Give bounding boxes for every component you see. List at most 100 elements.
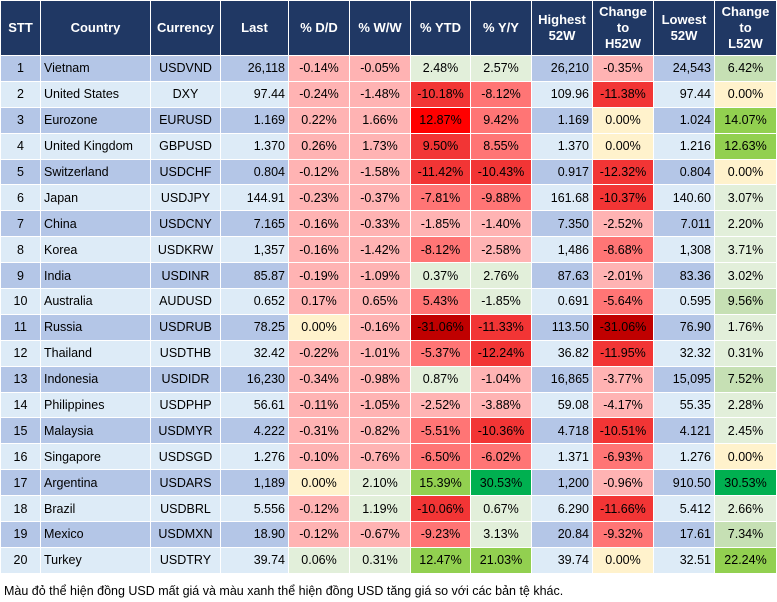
- cell-ytd: -6.50%: [410, 443, 471, 471]
- cell-currency: AUDUSD: [150, 288, 221, 315]
- cell-dd: 0.22%: [288, 106, 350, 134]
- cell-yy: 9.42%: [470, 106, 532, 134]
- cell-currency: EURUSD: [150, 106, 221, 134]
- cell-l52: 1,308: [653, 236, 715, 264]
- cell-last: 56.61: [220, 391, 289, 419]
- cell-dd: -0.16%: [288, 236, 350, 264]
- cell-cl: 6.42%: [714, 55, 777, 82]
- cell-country: Korea: [40, 236, 151, 264]
- cell-stt: 5: [0, 158, 41, 186]
- cell-dd: -0.19%: [288, 262, 350, 290]
- cell-stt: 1: [0, 55, 41, 82]
- cell-ww: -1.42%: [349, 236, 411, 264]
- cell-ch: -10.51%: [592, 417, 654, 445]
- table-row: 10 Australia AUDUSD 0.652 0.17% 0.65% 5.43% -1.…: [0, 288, 777, 315]
- cell-last: 0.652: [220, 288, 289, 315]
- cell-last: 0.804: [220, 158, 289, 186]
- cell-country: Switzerland: [40, 158, 151, 186]
- cell-stt: 3: [0, 106, 41, 134]
- cell-ch: -31.06%: [592, 313, 654, 341]
- cell-country: Malaysia: [40, 417, 151, 445]
- cell-stt: 16: [0, 443, 41, 471]
- cell-ww: 2.10%: [349, 469, 411, 497]
- cell-h52: 59.08: [531, 391, 593, 419]
- cell-stt: 18: [0, 495, 41, 523]
- cell-cl: 0.00%: [714, 443, 777, 471]
- column-header: Change to L52W: [714, 0, 777, 56]
- column-header: % Y/Y: [470, 0, 532, 56]
- cell-l52: 910.50: [653, 469, 715, 497]
- cell-yy: 0.67%: [470, 495, 532, 523]
- cell-last: 144.91: [220, 184, 289, 212]
- cell-h52: 7.350: [531, 210, 593, 238]
- cell-dd: -0.22%: [288, 339, 350, 367]
- cell-cl: 0.00%: [714, 158, 777, 186]
- cell-ww: 1.73%: [349, 132, 411, 160]
- cell-yy: 21.03%: [470, 546, 532, 574]
- cell-ww: -0.33%: [349, 210, 411, 238]
- cell-l52: 32.32: [653, 339, 715, 367]
- cell-dd: -0.12%: [288, 495, 350, 523]
- cell-last: 5.556: [220, 495, 289, 523]
- cell-last: 18.90: [220, 521, 289, 548]
- cell-currency: USDSGD: [150, 443, 221, 471]
- cell-ch: -2.01%: [592, 262, 654, 290]
- cell-ww: -1.09%: [349, 262, 411, 290]
- cell-last: 26,118: [220, 55, 289, 82]
- cell-l52: 1.276: [653, 443, 715, 471]
- cell-h52: 1,486: [531, 236, 593, 264]
- cell-ch: -9.32%: [592, 521, 654, 548]
- cell-yy: 3.13%: [470, 521, 532, 548]
- cell-last: 7.165: [220, 210, 289, 238]
- column-header: STT: [0, 0, 41, 56]
- cell-yy: -6.02%: [470, 443, 532, 471]
- cell-h52: 1.169: [531, 106, 593, 134]
- table-row: 4 United Kingdom GBPUSD 1.370 0.26% 1.73% 9.50…: [0, 132, 777, 160]
- cell-ytd: -2.52%: [410, 391, 471, 419]
- cell-currency: USDKRW: [150, 236, 221, 264]
- cell-dd: 0.06%: [288, 546, 350, 574]
- cell-last: 4.222: [220, 417, 289, 445]
- cell-h52: 87.63: [531, 262, 593, 290]
- table-row: 16 Singapore USDSGD 1.276 -0.10% -0.76% -6.50%…: [0, 443, 777, 471]
- cell-dd: -0.23%: [288, 184, 350, 212]
- cell-stt: 19: [0, 521, 41, 548]
- cell-dd: 0.00%: [288, 469, 350, 497]
- cell-currency: USDRUB: [150, 313, 221, 341]
- cell-country: Australia: [40, 288, 151, 315]
- cell-stt: 11: [0, 313, 41, 341]
- cell-last: 1,357: [220, 236, 289, 264]
- cell-ch: -5.64%: [592, 288, 654, 315]
- table-row: 3 Eurozone EURUSD 1.169 0.22% 1.66% 12.87% 9.42…: [0, 106, 777, 134]
- cell-yy: -12.24%: [470, 339, 532, 367]
- cell-ytd: 0.87%: [410, 365, 471, 393]
- cell-ww: 0.65%: [349, 288, 411, 315]
- cell-h52: 26,210: [531, 55, 593, 82]
- cell-h52: 1,200: [531, 469, 593, 497]
- cell-ytd: -1.85%: [410, 210, 471, 238]
- cell-ytd: 12.47%: [410, 546, 471, 574]
- cell-ch: -10.37%: [592, 184, 654, 212]
- cell-country: Argentina: [40, 469, 151, 497]
- cell-stt: 10: [0, 288, 41, 315]
- cell-currency: USDARS: [150, 469, 221, 497]
- cell-ytd: -31.06%: [410, 313, 471, 341]
- cell-dd: -0.10%: [288, 443, 350, 471]
- cell-ytd: -10.18%: [410, 80, 471, 108]
- table-row: 11 Russia USDRUB 78.25 0.00% -0.16% -31.06% -11…: [0, 313, 777, 341]
- cell-l52: 140.60: [653, 184, 715, 212]
- cell-stt: 2: [0, 80, 41, 108]
- cell-dd: 0.17%: [288, 288, 350, 315]
- cell-last: 85.87: [220, 262, 289, 290]
- cell-country: Eurozone: [40, 106, 151, 134]
- cell-ytd: -11.42%: [410, 158, 471, 186]
- cell-currency: USDTHB: [150, 339, 221, 367]
- cell-cl: 2.45%: [714, 417, 777, 445]
- column-header: Change to H52W: [592, 0, 654, 56]
- column-header: Lowest 52W: [653, 0, 715, 56]
- cell-ww: 1.66%: [349, 106, 411, 134]
- cell-ww: -1.48%: [349, 80, 411, 108]
- cell-country: Singapore: [40, 443, 151, 471]
- column-header: % D/D: [288, 0, 350, 56]
- cell-h52: 20.84: [531, 521, 593, 548]
